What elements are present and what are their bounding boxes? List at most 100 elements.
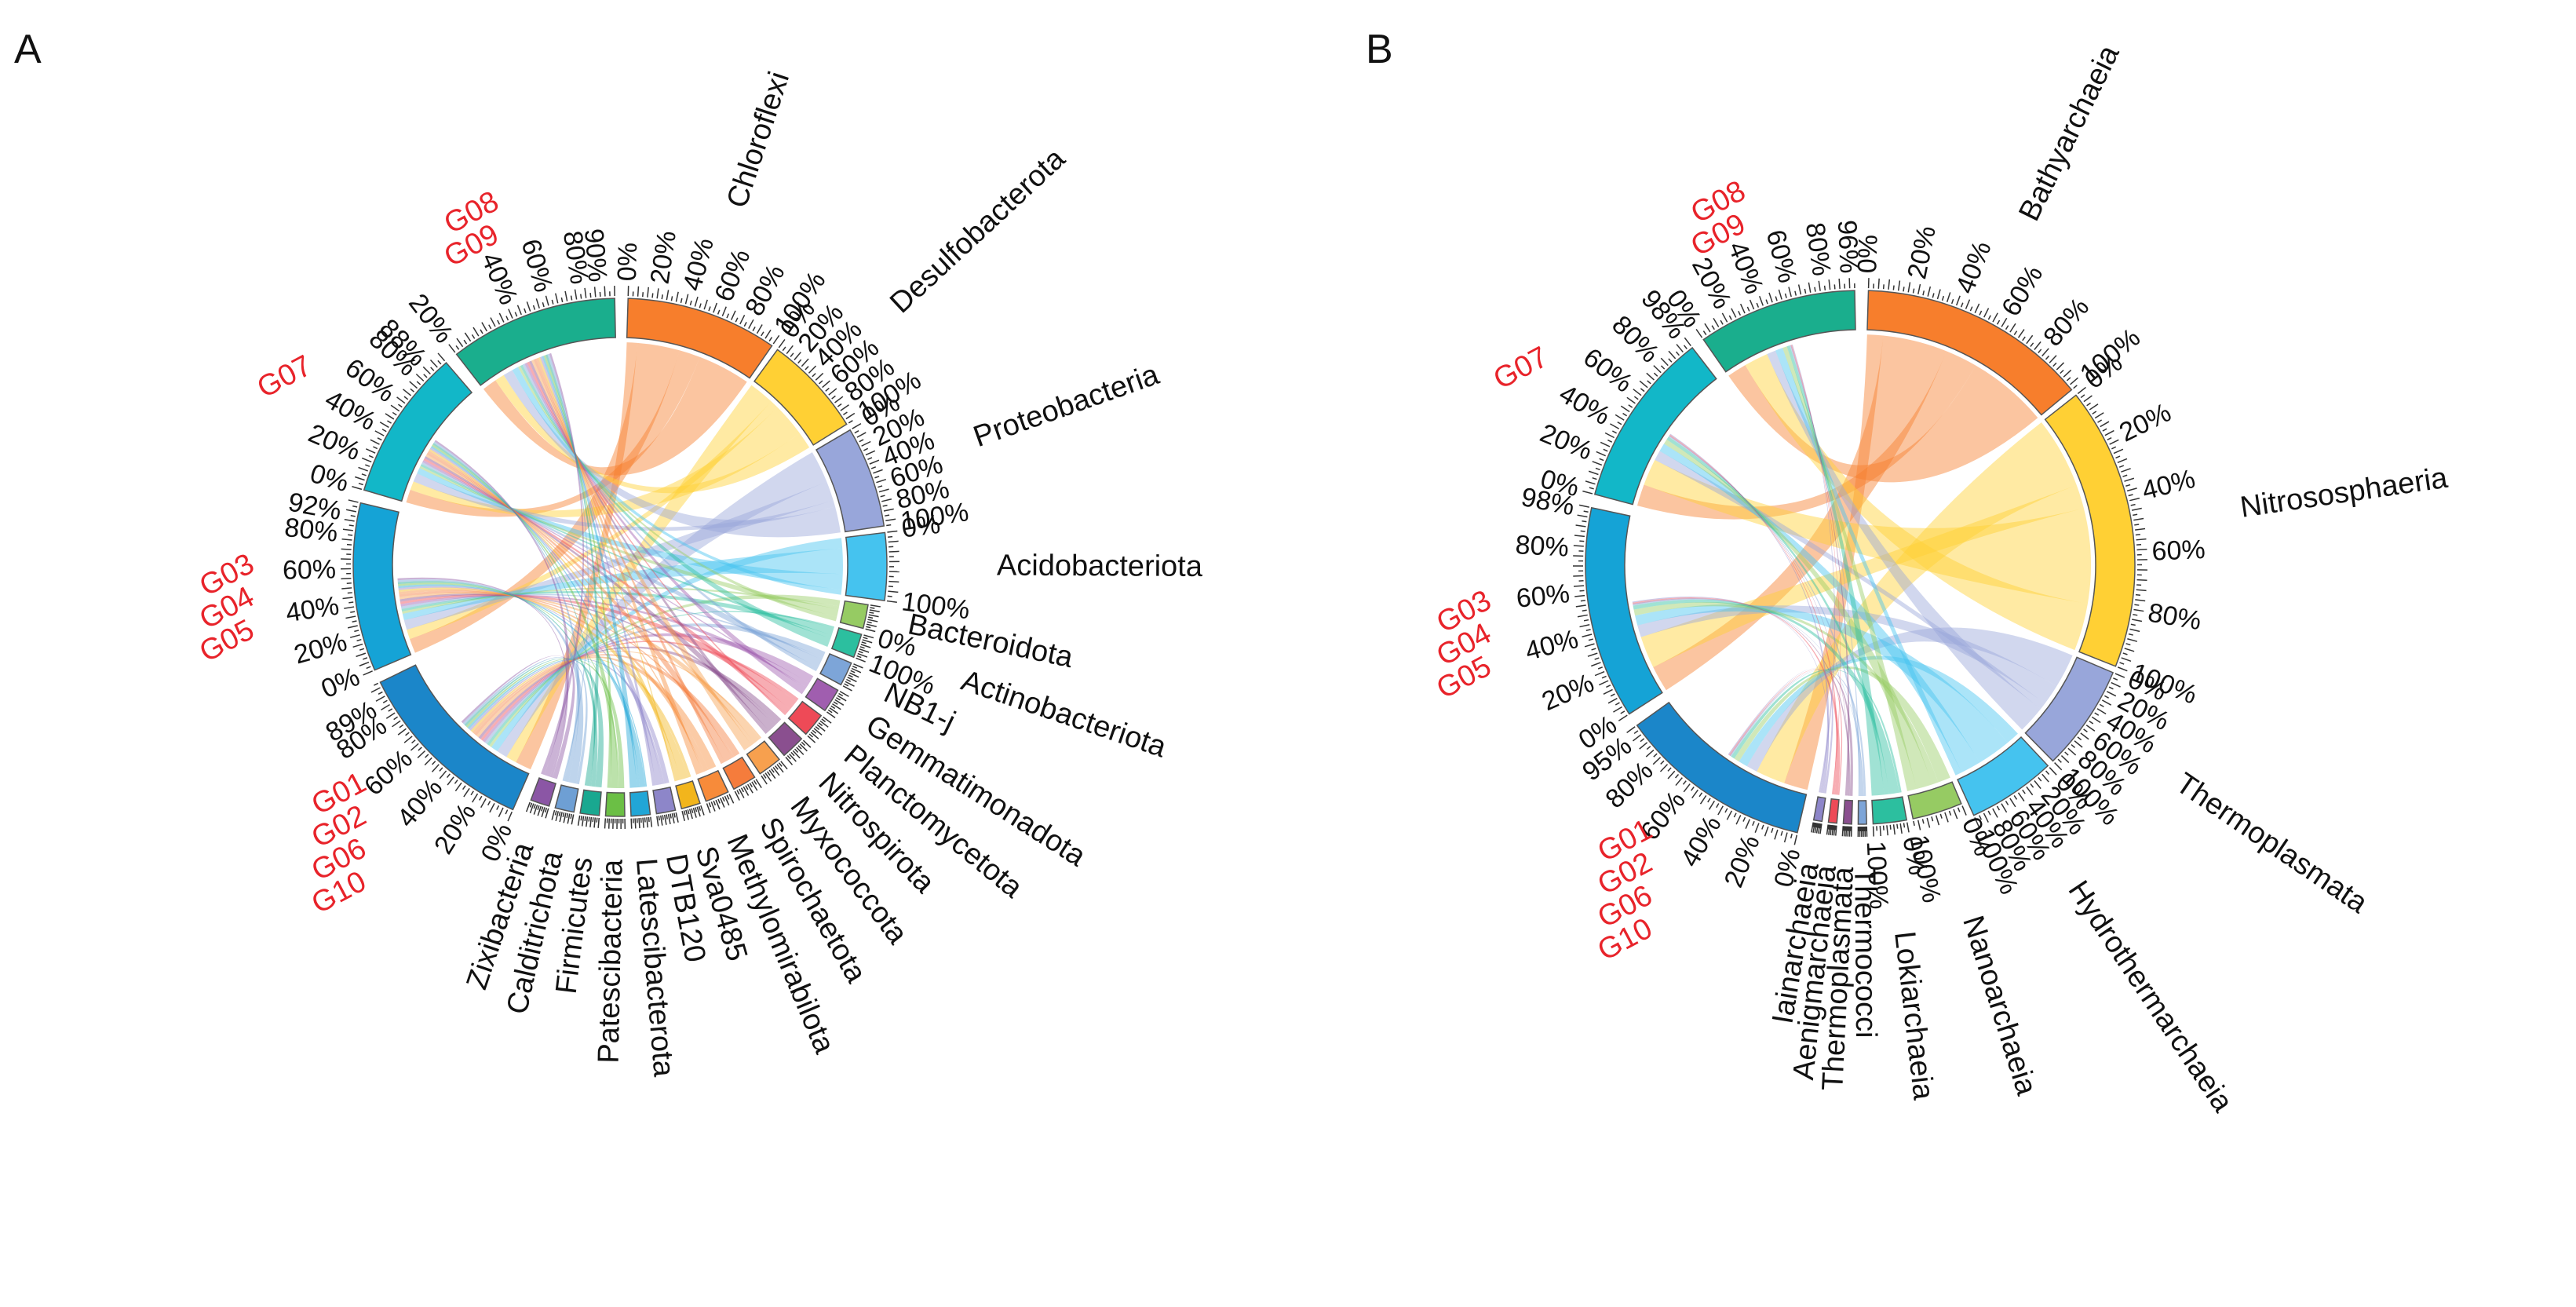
tick-mark	[1882, 825, 1885, 831]
tick-mark	[1996, 319, 2001, 325]
tick-mark	[1639, 380, 1648, 389]
tick-mark	[1698, 792, 1703, 798]
tick-mark	[344, 606, 355, 609]
tick-mark	[1597, 666, 1604, 670]
tick-mark	[1738, 310, 1742, 316]
tick-mark	[2129, 497, 2140, 502]
tick-mark	[1903, 287, 1905, 292]
tick-mark	[361, 457, 372, 463]
phylum-arc-gemmatimonadota	[805, 677, 839, 712]
tick-mark	[1823, 285, 1826, 290]
tick-mark	[473, 327, 480, 337]
tick-mark	[416, 381, 421, 385]
tick-mark	[1896, 823, 1899, 829]
tick-mark	[488, 324, 492, 330]
phylum-arc-chloroflexi	[626, 298, 773, 379]
tick-mark	[768, 337, 773, 341]
tick-mark	[644, 817, 646, 823]
phylum-label-thermoplasmata: Thermoplasmata	[2169, 767, 2373, 921]
tick-mark	[688, 809, 693, 820]
tick-mark	[838, 692, 844, 697]
tick-mark	[555, 293, 559, 304]
tick-mark	[378, 691, 383, 695]
tick-mark	[761, 331, 764, 337]
tick-mark	[885, 514, 890, 517]
tick-mark	[698, 805, 702, 811]
tick-mark	[1592, 476, 1597, 480]
tick-mark	[1675, 777, 1683, 787]
tick-mark	[2125, 643, 2131, 646]
tick-mark	[545, 295, 549, 306]
tick-mark	[846, 678, 852, 682]
tick-mark	[670, 813, 672, 819]
tick-mark	[786, 755, 791, 760]
tick-mark	[656, 816, 659, 827]
tick-mark	[687, 809, 690, 815]
tick-mark	[1778, 289, 1782, 300]
phylum-arc-lokiarchaeia	[1871, 796, 1908, 825]
tick-mark	[447, 776, 454, 786]
tick-mark	[755, 779, 762, 789]
tick-mark	[342, 528, 353, 531]
tick-mark	[2013, 795, 2018, 800]
tick-mark	[423, 374, 428, 378]
group-arc-g07	[1593, 346, 1717, 506]
tick-mark	[2117, 458, 2128, 463]
tick-mark	[505, 809, 509, 815]
tick-mark	[580, 816, 582, 821]
tick-mark	[537, 805, 540, 811]
tick-mark	[366, 666, 371, 670]
tick-mark	[842, 685, 852, 692]
tick-mark	[480, 329, 483, 334]
tick-mark	[736, 790, 740, 795]
tick-mark	[1957, 807, 1961, 812]
tick-mark	[1610, 693, 1615, 697]
tick-mark	[1838, 278, 1841, 290]
group-label-g07: G07	[252, 349, 317, 405]
tick-mark	[2086, 402, 2091, 407]
tick-mark	[516, 305, 522, 316]
ribbon-hydrothermarchaeia-g08-g09	[1775, 348, 1962, 776]
tick-mark	[524, 308, 527, 313]
tick-mark	[1610, 423, 1620, 429]
ribbon-nitrososphaeria-g07	[1644, 459, 2091, 604]
tick-mark	[828, 388, 837, 396]
tick-mark	[1632, 734, 1642, 742]
tick-mark	[646, 817, 649, 828]
tick-mark	[498, 312, 505, 323]
ribbon-nanoarchaeia-g08-g09	[1782, 346, 1917, 791]
phylum-label-actinobacteriota: Actinobacteriota	[957, 664, 1170, 765]
tick-mark	[630, 818, 633, 829]
tick-mark	[1892, 824, 1896, 835]
tick-mark	[808, 365, 817, 374]
ribbon-proteobacteria-g01-g02-g06-g10	[497, 452, 827, 758]
tick-mark	[2134, 524, 2140, 526]
tick-mark	[1620, 405, 1630, 413]
tick-mark	[551, 809, 556, 820]
tick-label: 60%	[283, 554, 337, 585]
tick-mark	[567, 813, 571, 824]
tick-mark	[2103, 695, 2109, 699]
tick-mark	[1879, 825, 1882, 837]
tick-mark	[2045, 355, 2050, 360]
tick-label: 100%	[1861, 841, 1894, 911]
tick-mark	[1682, 780, 1687, 785]
tick-mark	[866, 623, 877, 627]
tick-mark	[589, 816, 593, 827]
tick-mark	[2077, 386, 2086, 395]
tick-mark	[392, 411, 397, 416]
tick-mark	[1587, 652, 1598, 657]
tick-mark	[735, 317, 739, 323]
tick-mark	[743, 322, 747, 327]
tick-mark	[2054, 762, 2063, 771]
tick-mark	[1829, 824, 1832, 830]
tick-mark	[1647, 380, 1651, 385]
ribbon-nitrospirota-g01-g02-g06-g10	[478, 646, 782, 739]
tick-mark	[489, 803, 495, 813]
tick-mark	[410, 388, 414, 392]
tick-mark	[1584, 643, 1595, 648]
ribbon-lokiarchaeia-g08-g09	[1786, 345, 1885, 796]
tick-mark	[849, 672, 859, 678]
tick-mark	[472, 793, 479, 803]
ribbon-nanoarchaeia-g01-g02-g06-g10	[1734, 666, 1950, 783]
